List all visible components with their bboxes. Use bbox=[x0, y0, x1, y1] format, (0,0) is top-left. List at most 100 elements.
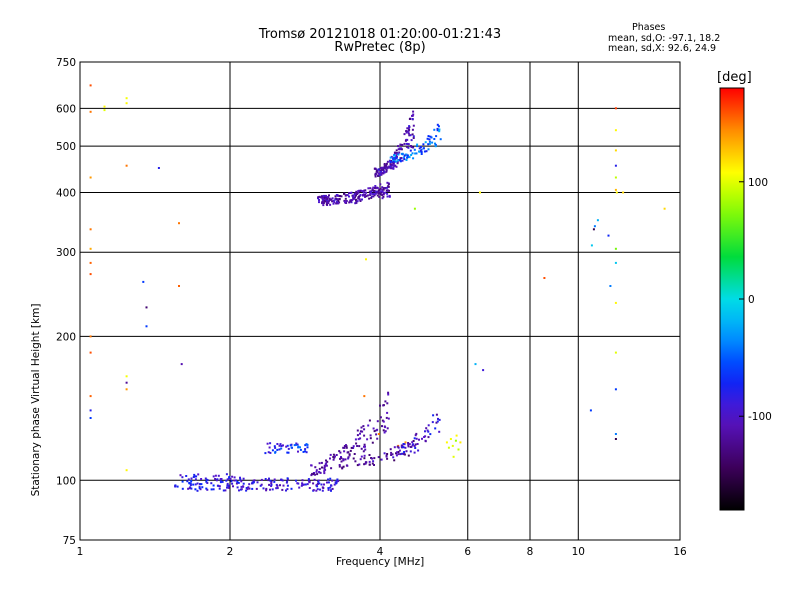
data-point bbox=[431, 421, 434, 424]
data-point bbox=[319, 471, 322, 474]
data-point bbox=[372, 186, 375, 189]
data-point bbox=[426, 137, 429, 140]
data-point bbox=[385, 169, 388, 171]
data-point bbox=[373, 193, 376, 196]
data-point bbox=[318, 482, 321, 485]
data-point bbox=[397, 145, 399, 148]
data-point bbox=[382, 187, 385, 190]
data-point bbox=[194, 488, 197, 491]
data-point bbox=[412, 113, 415, 116]
data-point bbox=[89, 351, 92, 354]
data-point bbox=[362, 191, 365, 194]
data-point bbox=[331, 197, 334, 200]
data-point bbox=[389, 448, 392, 451]
data-point bbox=[386, 457, 389, 460]
data-point bbox=[340, 457, 343, 460]
data-point bbox=[328, 199, 331, 201]
data-point bbox=[385, 170, 388, 173]
data-point bbox=[386, 411, 389, 414]
data-point bbox=[379, 183, 382, 186]
data-point bbox=[355, 200, 358, 203]
data-point bbox=[205, 487, 208, 490]
data-point bbox=[343, 445, 346, 447]
data-point bbox=[403, 158, 406, 161]
data-point bbox=[405, 450, 408, 453]
data-point bbox=[323, 470, 326, 473]
data-point bbox=[352, 196, 355, 198]
data-point bbox=[369, 187, 372, 190]
data-point bbox=[388, 166, 391, 169]
data-point bbox=[125, 164, 128, 167]
data-point bbox=[297, 450, 299, 453]
data-point bbox=[355, 190, 358, 193]
data-point bbox=[381, 425, 383, 428]
data-point bbox=[377, 189, 380, 192]
data-point bbox=[233, 479, 236, 482]
data-point bbox=[305, 443, 308, 446]
data-point bbox=[306, 483, 309, 486]
data-point bbox=[282, 484, 285, 487]
data-point bbox=[315, 484, 318, 487]
data-point bbox=[409, 149, 412, 152]
data-point bbox=[376, 191, 379, 194]
data-point bbox=[418, 438, 420, 441]
data-point bbox=[337, 480, 340, 483]
data-point bbox=[189, 482, 192, 485]
data-point bbox=[375, 170, 378, 173]
data-point bbox=[373, 430, 376, 433]
data-point bbox=[406, 127, 409, 130]
data-point bbox=[289, 444, 292, 447]
data-point bbox=[226, 486, 228, 489]
data-point bbox=[275, 487, 278, 490]
data-point bbox=[181, 480, 184, 483]
data-point bbox=[372, 427, 375, 430]
phases-o-stats: mean, sd,O: -97.1, 18.2 bbox=[608, 33, 721, 44]
data-point bbox=[389, 165, 392, 168]
data-point bbox=[304, 450, 307, 453]
data-point bbox=[379, 187, 382, 190]
data-point bbox=[383, 431, 386, 434]
data-point bbox=[345, 464, 348, 467]
data-point bbox=[307, 479, 310, 482]
data-point bbox=[227, 486, 230, 489]
data-point bbox=[394, 160, 397, 163]
data-point bbox=[212, 484, 215, 487]
data-point bbox=[369, 437, 372, 440]
data-point bbox=[589, 409, 592, 412]
data-point bbox=[307, 478, 310, 481]
data-point bbox=[89, 247, 92, 250]
data-point bbox=[325, 203, 328, 206]
data-point bbox=[428, 140, 431, 143]
data-point bbox=[364, 189, 367, 192]
data-point bbox=[236, 480, 239, 483]
data-point bbox=[614, 438, 617, 440]
data-point bbox=[125, 388, 128, 391]
data-point bbox=[210, 482, 213, 485]
data-point bbox=[403, 154, 406, 157]
phases-heading: Phases bbox=[632, 22, 666, 33]
data-point bbox=[344, 458, 347, 461]
data-point bbox=[190, 477, 193, 480]
data-point bbox=[325, 462, 328, 465]
data-point bbox=[407, 143, 410, 146]
data-point bbox=[354, 438, 357, 441]
data-point bbox=[411, 152, 414, 155]
y-tick-label-200: 200 bbox=[56, 331, 76, 343]
data-point bbox=[317, 197, 319, 200]
data-point bbox=[280, 445, 283, 447]
data-point bbox=[330, 489, 332, 492]
data-point bbox=[420, 148, 423, 151]
data-point bbox=[405, 159, 408, 161]
data-point bbox=[240, 485, 243, 488]
data-point bbox=[298, 486, 301, 489]
data-point bbox=[412, 137, 415, 139]
data-point bbox=[375, 169, 378, 172]
data-point bbox=[385, 416, 388, 419]
data-point bbox=[407, 442, 410, 444]
data-point bbox=[376, 420, 379, 423]
data-point bbox=[382, 404, 385, 407]
data-point bbox=[427, 430, 430, 433]
data-point bbox=[273, 445, 276, 448]
data-point bbox=[407, 146, 410, 149]
data-point bbox=[325, 194, 327, 197]
